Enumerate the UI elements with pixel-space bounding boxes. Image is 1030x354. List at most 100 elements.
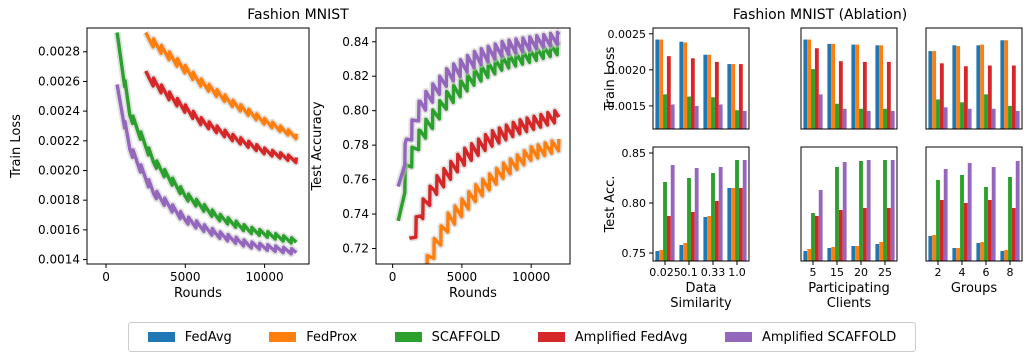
bar xyxy=(883,160,887,261)
legend-item: FedProx xyxy=(269,330,357,345)
bar xyxy=(851,246,856,261)
y-tick-label: 0.84 xyxy=(342,35,369,49)
legend-label: FedAvg xyxy=(184,329,232,345)
line-panel-1: 0 5000 10000 0.0014 0.0016 0.0018 0.0020 0.0022… xyxy=(9,27,310,301)
bar xyxy=(980,242,985,261)
y-axis-label: Test Acc. xyxy=(603,176,618,234)
bar xyxy=(886,208,891,261)
bar xyxy=(838,61,843,129)
plot-area xyxy=(394,28,563,264)
legend-item: Amplified SCAFFOLD xyxy=(724,329,897,345)
legend-label: SCAFFOLD xyxy=(431,329,501,345)
series-line xyxy=(396,30,561,188)
y-tick-label: 0.0016 xyxy=(38,223,80,237)
bar xyxy=(943,107,948,129)
bar xyxy=(984,187,988,261)
y-tick-label: 0.0020 xyxy=(608,64,647,77)
y-axis-label: Train Loss xyxy=(9,114,24,179)
bar xyxy=(1008,105,1012,129)
bar xyxy=(855,246,860,261)
bar xyxy=(690,212,695,261)
y-axis-label: Test Accuracy xyxy=(310,101,325,191)
x-tick-label: 15 xyxy=(830,266,844,279)
bar xyxy=(952,45,957,130)
bar xyxy=(1011,65,1016,129)
series-line xyxy=(144,31,298,141)
bar xyxy=(807,249,812,261)
bar xyxy=(932,235,937,261)
bar xyxy=(718,104,723,129)
bar xyxy=(890,160,895,261)
bar xyxy=(952,248,957,261)
bar xyxy=(655,39,660,129)
bar xyxy=(694,105,699,129)
series-line xyxy=(407,109,561,240)
x-tick-label: 0.1 xyxy=(680,266,698,279)
bar-panel-train_loss-1 xyxy=(652,27,750,130)
axes-frame xyxy=(925,27,1023,130)
legend-label: Amplified FedAvg xyxy=(574,329,688,345)
series-band xyxy=(142,68,300,166)
y-tick-label: 0.76 xyxy=(342,173,369,187)
y-tick-label: 0.72 xyxy=(342,241,369,255)
x-tick-label: 5000 xyxy=(447,270,478,284)
axes-frame xyxy=(925,146,1023,262)
bar xyxy=(679,41,684,129)
bar xyxy=(831,247,836,261)
y-tick-label: 0.75 xyxy=(622,247,647,260)
bar xyxy=(711,173,715,261)
y-tick-label: 0.85 xyxy=(622,147,647,160)
x-tick-label: 25 xyxy=(878,266,892,279)
x-axis-label: Clients xyxy=(827,296,872,311)
bar xyxy=(690,58,695,129)
bar xyxy=(735,160,739,261)
legend-item: Amplified FedAvg xyxy=(537,329,688,345)
legend-swatch-scaffold xyxy=(394,332,422,342)
bar xyxy=(984,94,988,129)
bar xyxy=(663,182,667,261)
legend-item: FedAvg xyxy=(147,329,232,345)
bar xyxy=(718,167,723,261)
series-line xyxy=(425,138,561,264)
bar xyxy=(842,108,847,129)
legend-swatch-amplified-scaffold xyxy=(724,332,752,342)
legend-swatch-amplified-fedavg xyxy=(537,332,565,342)
bar xyxy=(838,210,843,261)
plot-area xyxy=(113,29,300,258)
y-tick-label: 0.74 xyxy=(342,207,369,221)
bar xyxy=(714,61,719,129)
bar xyxy=(936,180,940,261)
bar xyxy=(659,250,664,261)
bar xyxy=(666,56,671,129)
bar xyxy=(886,61,891,129)
bar xyxy=(859,108,863,129)
x-tick-label: 5 xyxy=(810,266,817,279)
bar xyxy=(987,65,992,129)
bar xyxy=(659,39,664,129)
bar xyxy=(928,236,933,261)
bar xyxy=(803,251,808,261)
bar xyxy=(1008,177,1012,261)
bar xyxy=(967,108,972,129)
x-tick-label: 20 xyxy=(854,266,868,279)
y-tick-label: 0.78 xyxy=(342,138,369,152)
x-tick-label: 6 xyxy=(983,266,990,279)
bar xyxy=(862,208,867,261)
bar xyxy=(851,44,856,130)
bar xyxy=(1000,40,1005,130)
bar xyxy=(711,97,715,129)
bar xyxy=(1015,161,1020,261)
bar xyxy=(939,63,944,129)
bar xyxy=(707,54,712,129)
bar xyxy=(694,168,699,261)
bar xyxy=(731,64,736,129)
axes-frame xyxy=(652,146,750,262)
bar xyxy=(879,45,884,130)
line-panel-2: 0 5000 10000 0.72 0.74 0.76 0.78 0.80 0.82 0.84 Ro… xyxy=(310,27,571,301)
bar-panel-train_loss-3 xyxy=(925,27,1023,130)
legend-label: Amplified SCAFFOLD xyxy=(761,329,897,345)
y-axis-label: Train Loss xyxy=(603,46,618,111)
bar xyxy=(818,190,823,261)
bar xyxy=(727,64,732,129)
